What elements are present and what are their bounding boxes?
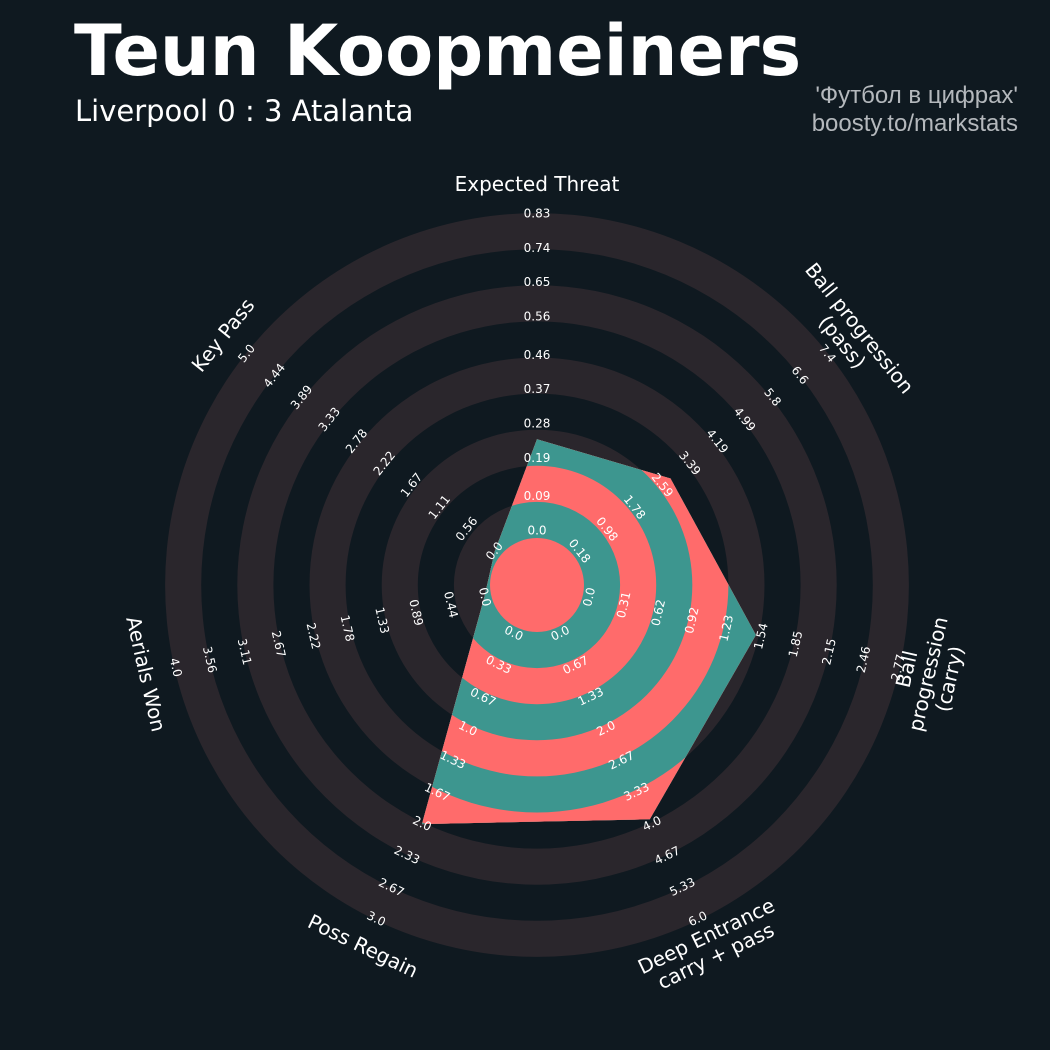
tick-label: 0.44 xyxy=(441,590,461,619)
tick-label: 1.85 xyxy=(786,629,806,658)
credit: 'Футбол в цифрах' xyxy=(815,82,1018,109)
tick-label: 0.83 xyxy=(524,207,551,221)
tick-label: 2.15 xyxy=(819,637,839,666)
tick-label: 2.46 xyxy=(854,645,874,674)
tick-label: 0.62 xyxy=(649,598,669,627)
tick-label: 3.56 xyxy=(200,645,220,674)
tick-label: 0.0 xyxy=(580,586,598,608)
chart-subtitle: Liverpool 0 : 3 Atalanta xyxy=(75,94,414,128)
tick-label: 0.65 xyxy=(524,275,551,289)
tick-label: 0.56 xyxy=(524,310,551,324)
tick-label: 3.11 xyxy=(235,637,255,666)
radar-band xyxy=(490,538,584,632)
tick-label: 1.54 xyxy=(751,622,771,651)
tick-label: 0.46 xyxy=(524,348,551,362)
chart-title: Teun Koopmeiners xyxy=(74,10,802,92)
tick-label: 0.37 xyxy=(524,382,551,396)
tick-label: 0.74 xyxy=(524,241,551,255)
axis-label: Expected Threat xyxy=(454,172,620,196)
credit: boosty.to/markstats xyxy=(811,110,1018,137)
tick-label: 0.92 xyxy=(682,606,702,635)
tick-label: 4.0 xyxy=(167,657,185,679)
tick-label: 2.22 xyxy=(304,621,324,650)
tick-label: 0.28 xyxy=(524,417,551,431)
tick-label: 0.19 xyxy=(524,451,551,465)
tick-label: 1.33 xyxy=(372,606,392,635)
tick-label: 1.23 xyxy=(717,614,737,643)
tick-label: 1.78 xyxy=(338,614,358,643)
tick-label: 2.67 xyxy=(269,629,289,658)
tick-label: 0.89 xyxy=(406,598,426,627)
tick-label: 0.0 xyxy=(527,524,546,538)
tick-label: 2.77 xyxy=(888,653,908,682)
tick-label: 0.31 xyxy=(614,590,634,619)
tick-label: 0.0 xyxy=(476,586,494,608)
tick-label: 0.09 xyxy=(524,489,551,503)
